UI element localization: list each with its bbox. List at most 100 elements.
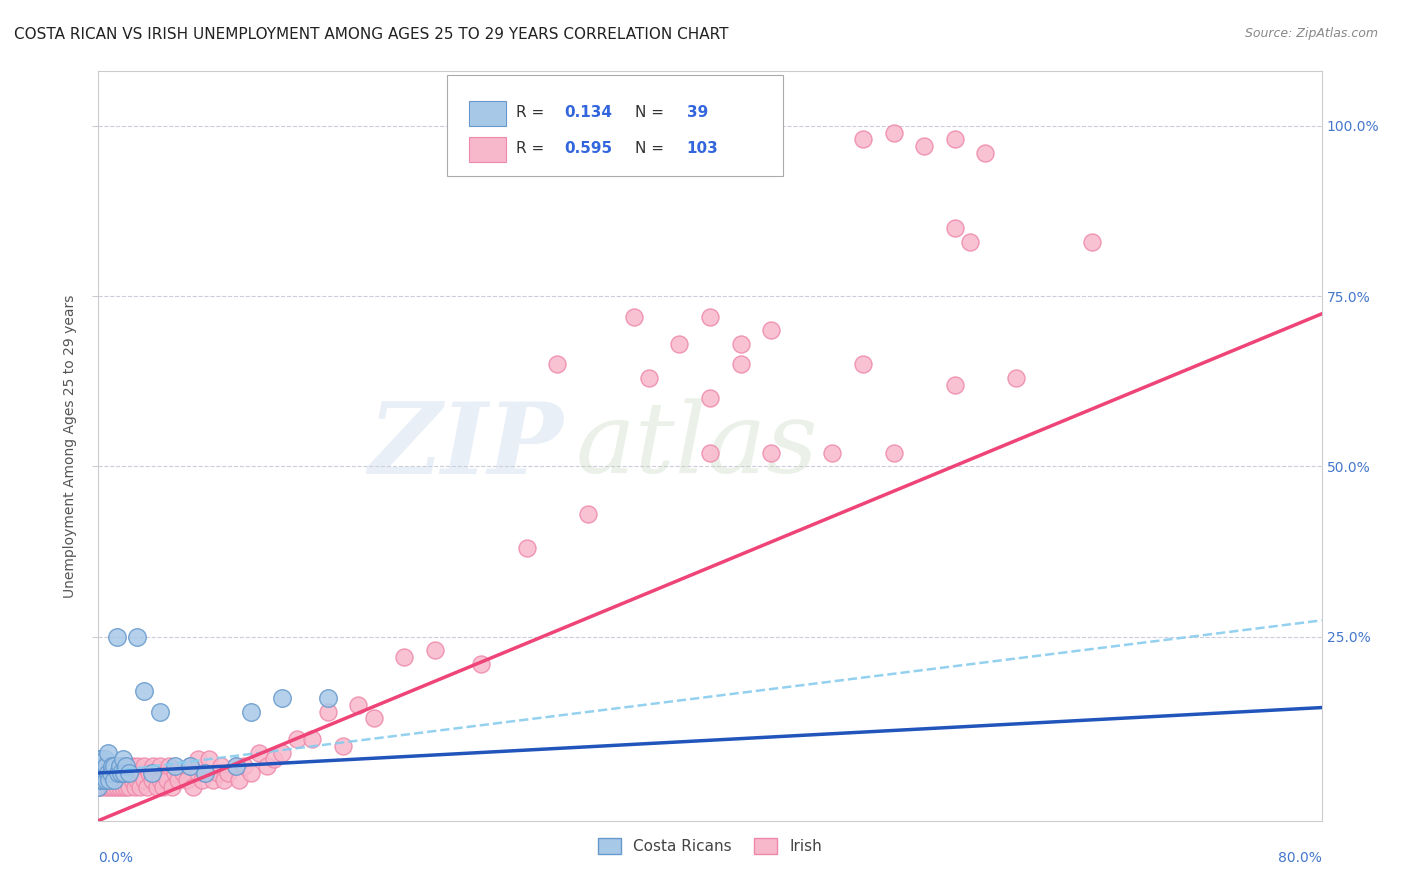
Text: 0.134: 0.134 bbox=[564, 105, 613, 120]
Point bbox=[141, 766, 163, 780]
Point bbox=[730, 357, 752, 371]
Point bbox=[699, 310, 721, 324]
Point bbox=[943, 132, 966, 146]
Point bbox=[623, 310, 645, 324]
Point bbox=[115, 780, 138, 794]
Point bbox=[912, 139, 935, 153]
Point bbox=[217, 766, 239, 780]
Y-axis label: Unemployment Among Ages 25 to 29 years: Unemployment Among Ages 25 to 29 years bbox=[63, 294, 77, 598]
Point bbox=[270, 691, 292, 706]
Point bbox=[97, 746, 120, 760]
Point bbox=[852, 132, 875, 146]
Text: 0.0%: 0.0% bbox=[98, 851, 134, 864]
Point bbox=[125, 772, 148, 787]
Point bbox=[89, 759, 111, 773]
Point bbox=[128, 780, 150, 794]
Point bbox=[943, 221, 966, 235]
Point bbox=[1004, 371, 1026, 385]
Point bbox=[155, 766, 177, 780]
Point bbox=[97, 766, 120, 780]
Point bbox=[285, 731, 308, 746]
Point bbox=[101, 759, 124, 773]
Point bbox=[301, 731, 323, 746]
Point bbox=[181, 780, 204, 794]
Point bbox=[93, 780, 115, 794]
Point bbox=[392, 650, 416, 665]
Point bbox=[87, 780, 110, 794]
Point bbox=[112, 766, 135, 780]
Point bbox=[176, 772, 198, 787]
Point bbox=[125, 630, 148, 644]
Point bbox=[87, 752, 110, 766]
Point bbox=[270, 746, 292, 760]
Text: R =: R = bbox=[516, 105, 548, 120]
Point bbox=[105, 630, 128, 644]
Point bbox=[107, 759, 129, 773]
Point bbox=[316, 691, 339, 706]
Point bbox=[699, 392, 721, 406]
Text: N =: N = bbox=[636, 141, 669, 156]
Point bbox=[93, 766, 115, 780]
Point bbox=[699, 446, 721, 460]
Point bbox=[136, 780, 159, 794]
Point bbox=[93, 766, 115, 780]
Point bbox=[225, 759, 247, 773]
Point bbox=[118, 780, 141, 794]
Point bbox=[152, 780, 174, 794]
Point bbox=[91, 772, 114, 787]
Point bbox=[145, 780, 167, 794]
Text: R =: R = bbox=[516, 141, 548, 156]
Point bbox=[256, 759, 278, 773]
Point bbox=[108, 759, 131, 773]
Point bbox=[637, 371, 661, 385]
Point bbox=[347, 698, 370, 712]
Point bbox=[118, 766, 141, 780]
Point bbox=[194, 766, 217, 780]
Point bbox=[121, 759, 143, 773]
Point bbox=[134, 772, 156, 787]
Point bbox=[98, 772, 121, 787]
Point bbox=[212, 772, 235, 787]
Point bbox=[1081, 235, 1104, 249]
Point bbox=[197, 752, 219, 766]
Point bbox=[97, 780, 120, 794]
Point bbox=[191, 772, 214, 787]
Point bbox=[118, 766, 141, 780]
Point bbox=[138, 766, 160, 780]
Point bbox=[225, 759, 247, 773]
Point bbox=[107, 772, 129, 787]
Point bbox=[179, 759, 201, 773]
Point bbox=[91, 759, 114, 773]
Point bbox=[90, 766, 112, 780]
Point bbox=[852, 357, 875, 371]
Point bbox=[105, 780, 128, 794]
Point bbox=[101, 759, 124, 773]
Point bbox=[247, 746, 270, 760]
Point bbox=[125, 759, 148, 773]
FancyBboxPatch shape bbox=[470, 101, 506, 126]
Point bbox=[103, 759, 125, 773]
Point bbox=[111, 752, 134, 766]
Point bbox=[103, 780, 125, 794]
Point bbox=[124, 780, 146, 794]
Point bbox=[149, 772, 172, 787]
Point bbox=[111, 780, 134, 794]
Point bbox=[172, 766, 194, 780]
Point bbox=[821, 446, 844, 460]
Point bbox=[110, 759, 132, 773]
FancyBboxPatch shape bbox=[470, 136, 506, 162]
Point bbox=[232, 759, 254, 773]
Text: N =: N = bbox=[636, 105, 669, 120]
Point bbox=[89, 772, 111, 787]
Point bbox=[121, 772, 143, 787]
Point bbox=[129, 766, 152, 780]
Point bbox=[363, 711, 385, 725]
Point bbox=[142, 759, 165, 773]
Point bbox=[103, 772, 125, 787]
Text: 0.595: 0.595 bbox=[564, 141, 613, 156]
Point bbox=[89, 759, 111, 773]
Point bbox=[98, 772, 121, 787]
Point bbox=[179, 759, 201, 773]
Point bbox=[883, 446, 905, 460]
Point bbox=[228, 772, 250, 787]
